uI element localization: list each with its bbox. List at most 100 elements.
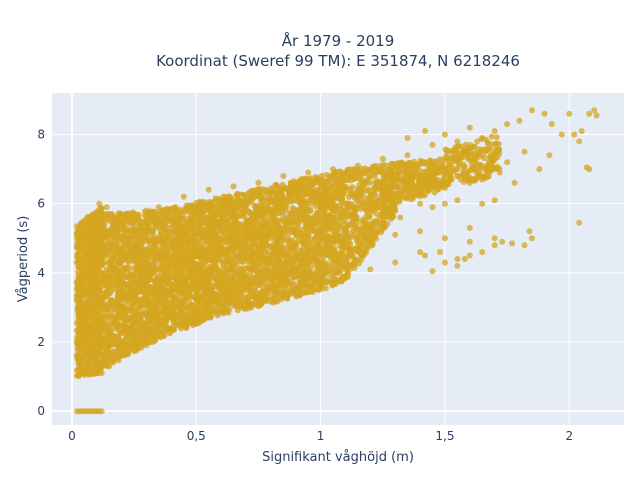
data-point <box>77 305 84 312</box>
data-point <box>260 241 267 248</box>
data-point <box>198 211 205 218</box>
data-point <box>176 243 183 250</box>
data-point <box>235 231 242 238</box>
data-point <box>268 209 275 216</box>
data-point <box>265 250 272 257</box>
data-point <box>249 224 256 231</box>
data-point <box>74 356 81 363</box>
data-point <box>82 344 88 351</box>
data-point <box>237 275 244 281</box>
data-point <box>224 217 231 224</box>
data-point <box>247 244 254 251</box>
data-point <box>111 306 118 313</box>
data-point <box>113 213 120 220</box>
data-point <box>76 258 83 265</box>
data-point <box>149 263 156 270</box>
data-point <box>281 237 287 243</box>
data-point <box>102 233 109 239</box>
data-point <box>256 302 263 309</box>
data-point <box>90 343 97 350</box>
data-point <box>99 283 106 290</box>
data-point <box>184 204 191 211</box>
data-point <box>229 248 236 255</box>
data-point <box>132 232 139 239</box>
data-point <box>162 298 169 305</box>
data-point <box>186 233 193 240</box>
data-point <box>189 256 196 263</box>
data-point <box>148 309 155 316</box>
data-point <box>103 217 110 224</box>
data-point <box>120 281 127 288</box>
data-point <box>140 238 146 245</box>
data-point <box>210 282 217 289</box>
data-point <box>130 226 137 233</box>
data-point <box>134 267 141 274</box>
data-point <box>167 231 174 238</box>
data-point <box>280 244 287 251</box>
data-point <box>191 211 198 218</box>
data-point <box>142 326 149 332</box>
data-point <box>78 239 85 246</box>
data-point <box>160 307 167 314</box>
data-point <box>244 234 251 241</box>
data-point <box>196 300 203 307</box>
data-point <box>129 281 136 288</box>
points-layer <box>73 107 600 415</box>
data-point <box>201 260 208 267</box>
data-point <box>91 269 98 276</box>
data-point <box>144 267 151 274</box>
data-point <box>274 262 280 268</box>
data-point <box>204 229 211 236</box>
data-point <box>143 289 150 296</box>
data-point <box>204 214 211 221</box>
data-point <box>228 265 235 272</box>
data-point <box>131 298 138 305</box>
data-point <box>108 229 115 236</box>
data-point <box>175 269 182 275</box>
data-point <box>110 241 117 247</box>
data-point <box>272 252 279 259</box>
data-point <box>110 358 117 365</box>
data-point <box>118 236 125 243</box>
data-point <box>76 226 83 232</box>
data-point <box>101 246 108 252</box>
data-point <box>245 218 252 225</box>
data-point <box>139 277 146 284</box>
data-point <box>143 331 150 338</box>
data-point <box>203 283 210 290</box>
data-point <box>152 223 159 230</box>
data-point <box>156 218 163 225</box>
data-point <box>206 306 213 313</box>
data-point <box>271 282 278 289</box>
data-point <box>84 243 91 250</box>
data-point <box>77 360 83 367</box>
data-point <box>232 235 239 242</box>
data-point <box>156 301 163 308</box>
data-point <box>140 284 147 291</box>
data-point <box>129 220 135 227</box>
chart-title-line-2: Koordinat (Sweref 99 TM): E 351874, N 62… <box>156 52 520 70</box>
data-point <box>119 311 126 318</box>
data-point <box>228 277 235 284</box>
data-point <box>166 247 173 254</box>
data-point <box>127 318 134 325</box>
data-point <box>74 235 81 242</box>
data-point <box>89 315 96 322</box>
data-point <box>148 210 154 217</box>
data-point <box>225 309 232 316</box>
data-point <box>137 311 144 318</box>
data-point <box>183 295 189 302</box>
data-point <box>263 223 270 230</box>
data-point <box>207 236 214 243</box>
data-point <box>107 245 114 252</box>
data-point <box>258 202 264 209</box>
data-point <box>247 266 254 273</box>
data-point <box>250 258 257 265</box>
data-point <box>269 242 276 249</box>
data-point <box>160 207 167 214</box>
data-point <box>73 279 80 286</box>
data-point <box>90 277 97 284</box>
data-point <box>114 267 121 273</box>
data-point <box>186 261 193 267</box>
data-point <box>115 289 122 296</box>
